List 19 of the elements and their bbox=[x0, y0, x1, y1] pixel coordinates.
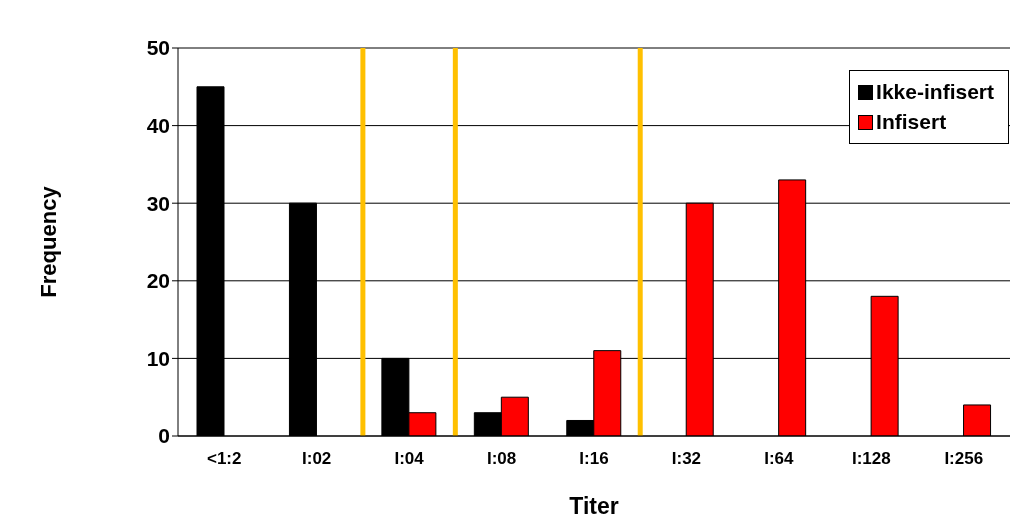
x-tick-label: I:128 bbox=[851, 449, 891, 469]
x-tick-label: I:08 bbox=[486, 449, 517, 469]
y-tick-label: 40 bbox=[146, 114, 170, 138]
y-tick-label: 0 bbox=[158, 424, 170, 448]
y-tick-label: 20 bbox=[146, 269, 170, 293]
x-tick-label: I:04 bbox=[394, 449, 425, 469]
x-tick-label: I:32 bbox=[671, 449, 702, 469]
y-tick-label: 50 bbox=[146, 36, 170, 60]
x-tick-label: I:256 bbox=[944, 449, 984, 469]
x-tick-label: I:64 bbox=[764, 449, 795, 469]
y-tick-label: 10 bbox=[146, 346, 170, 370]
x-tick-label: I:02 bbox=[302, 449, 332, 469]
legend-label: Infisert bbox=[876, 109, 947, 135]
legend-label: Ikke-infisert bbox=[876, 79, 994, 105]
x-tick-label: I:16 bbox=[579, 449, 609, 469]
y-tick-label: 30 bbox=[146, 191, 170, 215]
y-axis-title: Frequency bbox=[35, 185, 61, 298]
x-tick-label: <1:2 bbox=[206, 449, 242, 469]
x-axis-title: Titer bbox=[569, 493, 619, 519]
